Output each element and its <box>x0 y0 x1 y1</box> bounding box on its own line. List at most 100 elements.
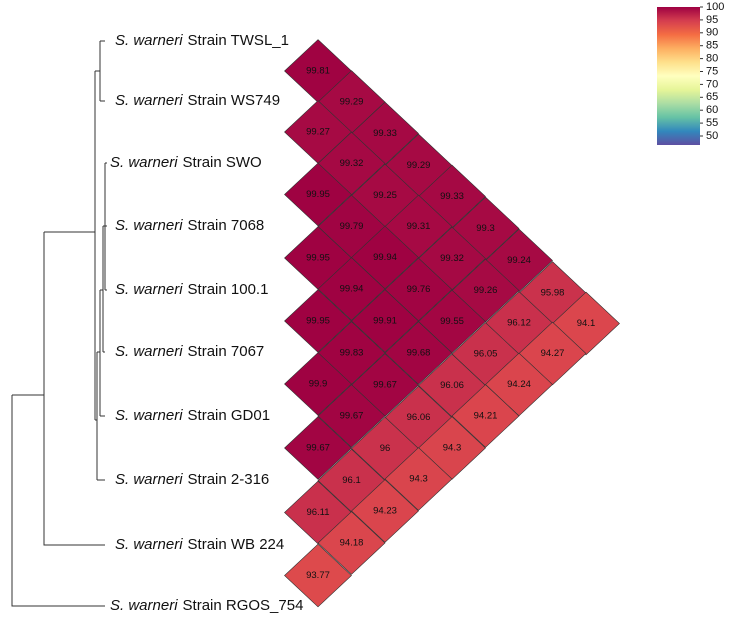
colorbar-label: 60 <box>706 104 718 116</box>
leaf-label: S. warneri Strain 7068 <box>115 217 264 234</box>
strain: Strain WS749 <box>188 92 281 109</box>
cell-label: 96.12 <box>507 318 531 329</box>
species: S. warneri <box>115 471 183 488</box>
species: S. warneri <box>115 407 183 424</box>
cell-label: 99.79 <box>340 221 364 232</box>
leaf-label: S. warneri Strain SWO <box>110 154 262 171</box>
cell-label: 94.23 <box>373 506 397 517</box>
cell <box>351 479 419 543</box>
colorbar-label: 65 <box>706 91 718 103</box>
cell-label: 99.32 <box>340 158 364 169</box>
species: S. warneri <box>115 32 183 49</box>
leaf-label: S. warneri Strain WS749 <box>115 92 280 109</box>
colorbar-label: 100 <box>706 1 724 13</box>
cell <box>284 162 352 227</box>
cell <box>284 543 352 608</box>
leaf-label: S. warneri Strain 7067 <box>115 343 264 360</box>
cell-label: 99.9 <box>309 379 328 390</box>
cell-label: 94.3 <box>409 474 428 485</box>
cell <box>317 511 386 575</box>
cell <box>451 384 520 448</box>
cell-label: 99.67 <box>306 443 330 454</box>
cell-label: 96 <box>380 443 391 454</box>
colorbar-label: 80 <box>706 53 718 65</box>
cell-label: 99.95 <box>306 316 330 327</box>
cell-label: 99.31 <box>407 221 431 232</box>
cell-label: 99.68 <box>407 348 431 359</box>
cell-label: 99.67 <box>340 411 364 422</box>
cell-label: 96.11 <box>306 507 329 518</box>
cell-label: 99.81 <box>306 66 330 77</box>
cell <box>284 352 352 416</box>
species: S. warneri <box>110 154 178 171</box>
leaf-label: S. warneri Strain TWSL_1 <box>115 32 289 49</box>
cell-label: 99.33 <box>373 128 397 139</box>
strain: Strain TWSL_1 <box>188 32 289 49</box>
leaf-label: S. warneri Strain 100.1 <box>115 281 268 298</box>
species: S. warneri <box>115 536 183 553</box>
cell <box>384 321 453 385</box>
cell <box>284 416 352 480</box>
cell-label: 99.26 <box>474 285 498 296</box>
cell-label: 99.29 <box>340 97 364 108</box>
cell-label: 99.94 <box>340 284 364 295</box>
cell-label: 96.1 <box>342 475 361 486</box>
cell-label: 99.67 <box>373 380 397 391</box>
cell-label: 99.24 <box>507 255 531 266</box>
cell-label: 96.06 <box>440 380 464 391</box>
cell-label: 99.32 <box>440 253 464 264</box>
colorbar-label: 70 <box>706 78 718 90</box>
colorbar-label: 50 <box>706 130 718 142</box>
cell-label: 99.29 <box>407 160 431 171</box>
leaf-label: S. warneri Strain GD01 <box>115 407 270 424</box>
cell-label: 94.3 <box>443 443 462 454</box>
cell-label: 99.94 <box>373 252 397 263</box>
cell <box>317 257 386 321</box>
species: S. warneri <box>115 92 183 109</box>
colorbar-label: 85 <box>706 40 718 52</box>
colorbar-label: 75 <box>706 65 718 77</box>
leaf-label: S. warneri Strain 2-316 <box>115 471 269 488</box>
cell-label: 94.1 <box>577 318 596 329</box>
species: S. warneri <box>115 217 183 234</box>
species: S. warneri <box>110 597 178 614</box>
colorbar <box>657 7 700 145</box>
cell-label: 94.18 <box>340 538 364 549</box>
colorbar-label: 95 <box>706 14 718 26</box>
species: S. warneri <box>115 281 183 298</box>
strain: Strain 100.1 <box>188 281 269 298</box>
cell <box>384 447 453 511</box>
cell-label: 95.98 <box>541 288 565 299</box>
cell-label: 99.95 <box>306 253 330 264</box>
cell-label: 99.3 <box>476 223 495 234</box>
cell-label: 99.91 <box>373 316 397 327</box>
strain: Strain SWO <box>183 154 262 171</box>
cell-label: 99.95 <box>306 189 330 200</box>
strain: Strain 7067 <box>188 343 265 360</box>
cell-label: 94.24 <box>507 379 531 390</box>
cell-label: 99.55 <box>440 316 464 327</box>
cell-label: 99.83 <box>340 348 364 359</box>
cell <box>351 289 419 353</box>
cell-label: 96.05 <box>474 349 498 360</box>
cell-label: 99.33 <box>440 191 464 202</box>
leaf-label: S. warneri Strain RGOS_754 <box>110 597 303 614</box>
strain: Strain 2-316 <box>188 471 270 488</box>
cell-label: 99.27 <box>306 127 330 138</box>
colorbar-label: 55 <box>706 117 718 129</box>
cell <box>317 384 386 448</box>
strain: Strain WB 224 <box>188 536 285 553</box>
strain: Strain RGOS_754 <box>183 597 304 614</box>
cell-label: 93.77 <box>306 570 330 581</box>
cell-label: 99.76 <box>407 284 431 295</box>
species: S. warneri <box>115 343 183 360</box>
strain: Strain GD01 <box>188 407 271 424</box>
colorbar-label: 90 <box>706 27 718 39</box>
leaf-label: S. warneri Strain WB 224 <box>115 536 284 553</box>
cell-label: 99.25 <box>373 190 397 201</box>
cell-label: 94.27 <box>541 348 565 359</box>
cell <box>552 291 620 356</box>
cell-label: 96.06 <box>407 412 431 423</box>
strain: Strain 7068 <box>188 217 265 234</box>
